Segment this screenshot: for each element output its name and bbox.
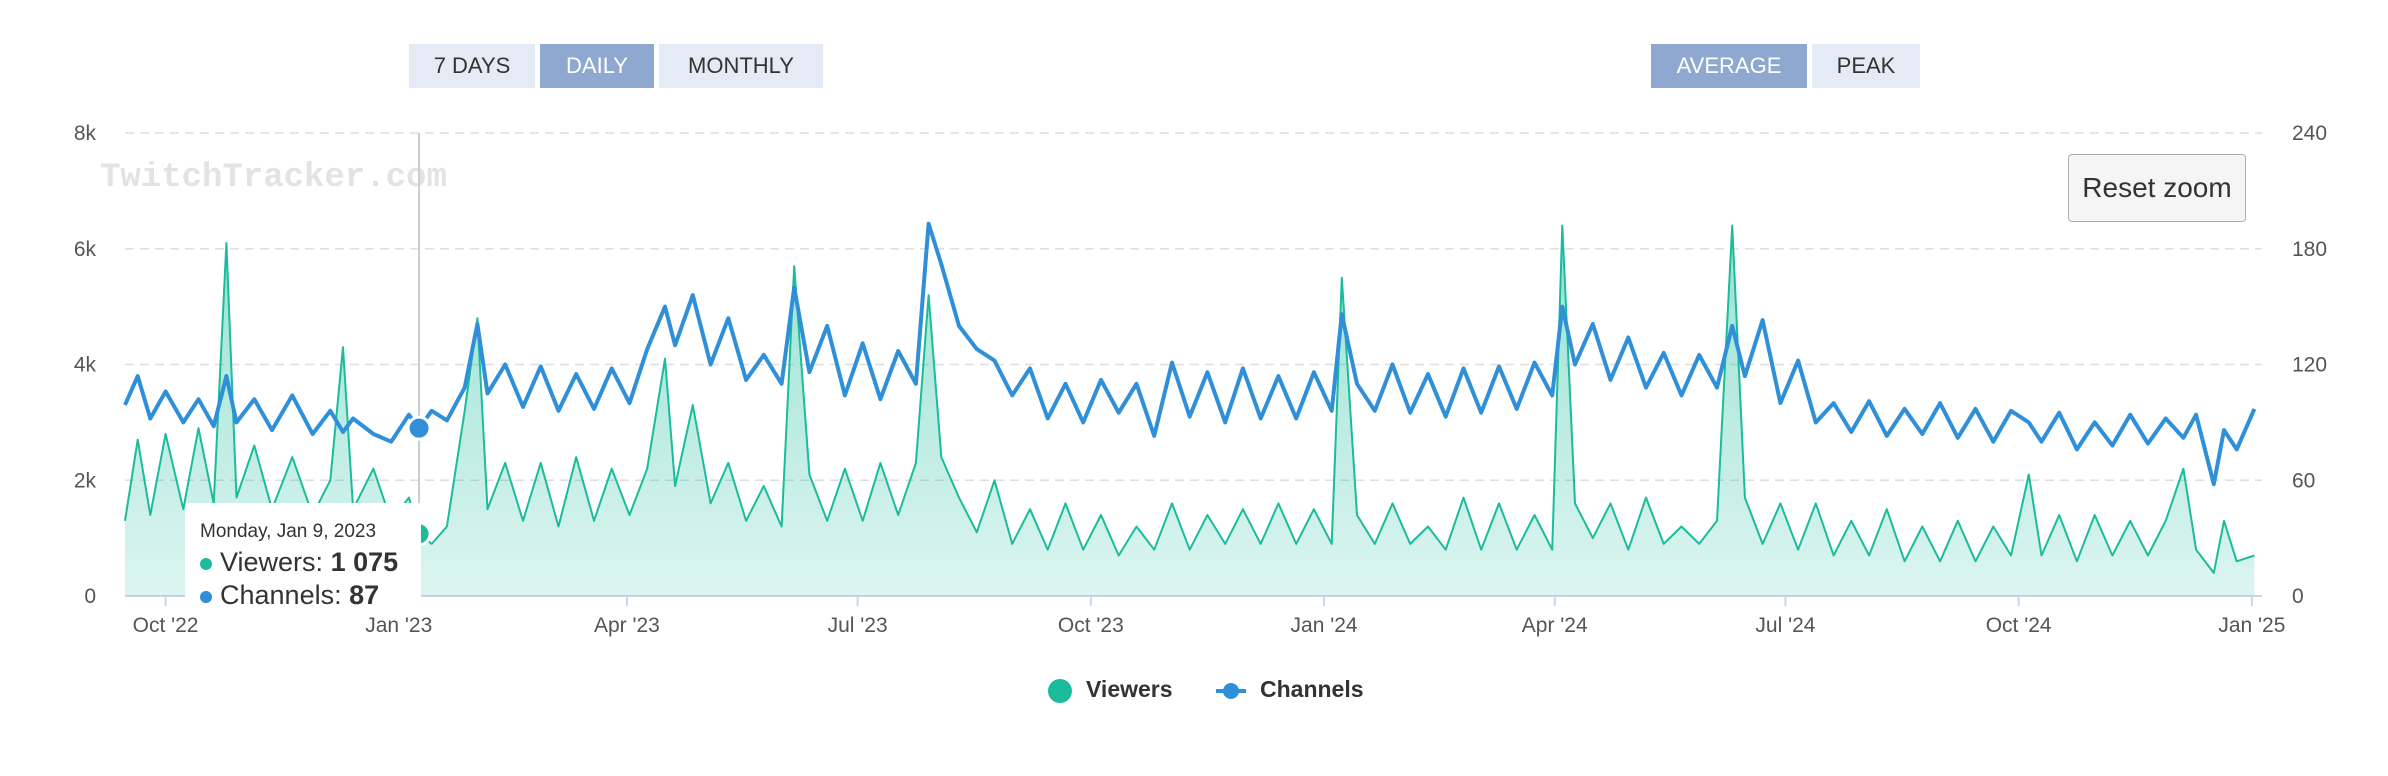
left-axis-tick-label: 4k bbox=[74, 354, 97, 377]
viewers-area bbox=[125, 225, 2255, 596]
legend-item-viewers[interactable]: Viewers bbox=[1048, 672, 1173, 706]
tooltip-viewers-value: 1 075 bbox=[330, 547, 399, 577]
tooltip-channels-row: Channels: 87 bbox=[200, 580, 379, 611]
peak-button[interactable]: PEAK bbox=[1812, 44, 1920, 88]
legend-item-channels[interactable]: Channels bbox=[1216, 672, 1364, 706]
tooltip-viewers-label: Viewers: bbox=[220, 547, 324, 577]
right-axis-tick-label: 240 bbox=[2292, 122, 2327, 145]
right-axis-tick-label: 0 bbox=[2292, 585, 2304, 608]
viewers-legend-icon bbox=[1048, 678, 1072, 703]
legend-channels-label: Channels bbox=[1260, 676, 1364, 702]
x-axis-tick-label: Jan '23 bbox=[365, 614, 432, 637]
x-axis-tick-label: Oct '24 bbox=[1986, 614, 2052, 637]
channels-dot-icon bbox=[200, 590, 212, 603]
tooltip-date: Monday, Jan 9, 2023 bbox=[200, 521, 377, 542]
x-axis-tick-label: Jan '25 bbox=[2218, 614, 2285, 637]
x-axis-ticks: Oct '22 Jan '23 Apr '23 Jul '23 Oct '23 Jan '… bbox=[133, 596, 2285, 637]
x-axis-tick-label: Oct '22 bbox=[133, 614, 199, 637]
left-axis-tick-label: 6k bbox=[74, 238, 97, 261]
x-axis-tick-label: Jan '24 bbox=[1291, 614, 1358, 637]
x-axis-tick-label: Apr '24 bbox=[1522, 614, 1588, 637]
left-axis-tick-label: 2k bbox=[74, 469, 97, 492]
left-axis-tick-label: 0 bbox=[84, 585, 96, 608]
viewers-series-line bbox=[124, 224, 2255, 574]
x-axis-tick-label: Jul '23 bbox=[828, 614, 888, 637]
x-axis-tick-label: Jul '24 bbox=[1755, 614, 1815, 637]
reset-zoom-button[interactable]: Reset zoom bbox=[2068, 154, 2246, 222]
channels-hover-marker bbox=[406, 415, 432, 441]
right-axis-tick-label: 120 bbox=[2292, 354, 2327, 377]
right-axis-tick-label: 60 bbox=[2292, 469, 2315, 492]
tooltip-channels-label: Channels: bbox=[220, 580, 342, 610]
x-axis-tick-label: Oct '23 bbox=[1058, 614, 1124, 637]
channels-legend-icon bbox=[1216, 682, 1246, 699]
viewers-dot-icon bbox=[200, 557, 212, 570]
daily-button[interactable]: DAILY bbox=[540, 44, 654, 88]
chart-tooltip: Monday, Jan 9, 2023 Viewers: 1 075 Chann… bbox=[185, 503, 421, 615]
average-button[interactable]: AVERAGE bbox=[1651, 44, 1807, 88]
x-axis-tick-label: Apr '23 bbox=[594, 614, 660, 637]
tooltip-channels-value: 87 bbox=[349, 580, 380, 610]
legend-viewers-label: Viewers bbox=[1086, 676, 1173, 702]
left-axis-ticks: 0 2k 4k 6k 8k bbox=[74, 122, 97, 608]
seven-days-button[interactable]: 7 DAYS bbox=[409, 44, 535, 88]
channels-series-line bbox=[123, 221, 2257, 487]
watermark-text: TwitchTracker.com bbox=[100, 159, 447, 197]
left-axis-tick-label: 8k bbox=[74, 122, 97, 145]
right-axis-ticks: 0 60 120 180 240 bbox=[2292, 122, 2327, 608]
tooltip-viewers-row: Viewers: 1 075 bbox=[200, 547, 398, 578]
monthly-button[interactable]: MONTHLY bbox=[659, 44, 823, 88]
right-axis-tick-label: 180 bbox=[2292, 238, 2327, 261]
